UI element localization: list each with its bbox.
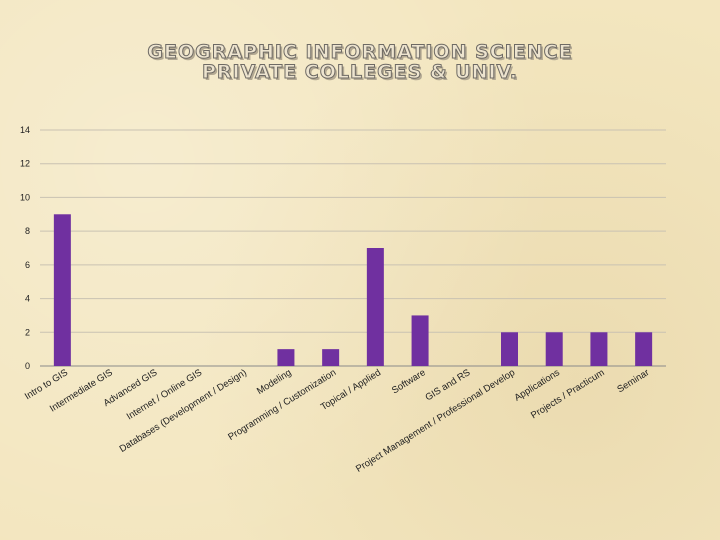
y-tick-label: 14 [20,125,30,135]
y-tick-label: 10 [20,192,30,202]
bar [501,332,518,366]
x-category-label: Seminar [615,367,651,395]
chart-title: GEOGRAPHIC INFORMATION SCIENCE PRIVATE C… [0,41,720,83]
gridlines [40,129,666,367]
y-tick-label: 12 [20,159,30,169]
bars [53,214,653,366]
bar [635,332,653,366]
bar [322,349,340,366]
chart-title-line-2: PRIVATE COLLEGES & UNIV. [201,61,519,83]
bar [366,248,384,366]
y-tick-label: 8 [25,226,30,236]
y-axis-ticks: 0 2 4 6 8 10 12 14 [20,125,30,371]
y-tick-label: 4 [25,294,30,304]
bar [53,214,71,366]
y-tick-label: 0 [25,361,30,371]
y-tick-label: 2 [25,327,30,337]
x-category-label: Projects / Practicum [529,367,607,421]
chart-title-line-1: GEOGRAPHIC INFORMATION SCIENCE [147,41,573,63]
bar [411,315,429,366]
x-category-label: Internet / Online GIS [125,367,204,422]
bar [590,332,608,366]
x-category-label: Software [390,367,428,396]
x-category-label: Modeling [255,367,294,397]
bar [277,349,295,366]
x-category-label: Project Management / Professional Develo… [354,367,517,475]
y-tick-label: 6 [25,260,30,270]
bar [545,332,563,366]
